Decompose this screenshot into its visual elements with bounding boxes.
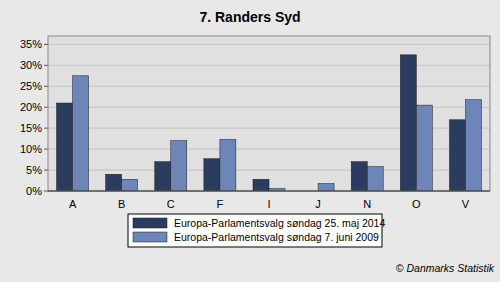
y-tick-label: 5% (26, 164, 42, 176)
tick-mark (44, 86, 48, 87)
source: © Danmarks Statistik (396, 262, 495, 274)
bars (57, 55, 482, 191)
y-tick-label: 25% (20, 80, 42, 92)
x-tick-label: I (267, 198, 270, 210)
bar (220, 139, 236, 191)
bar (400, 55, 416, 191)
tick-mark (44, 149, 48, 150)
bar (57, 103, 73, 191)
tick-mark (44, 170, 48, 171)
tick-mark (44, 107, 48, 108)
grid-line (48, 44, 490, 45)
x-axis (48, 191, 490, 192)
bar (351, 162, 367, 191)
x-tick-label: F (217, 198, 224, 210)
bar (106, 174, 122, 191)
title: 7. Randers Syd (199, 9, 300, 25)
bar (465, 100, 481, 191)
tick-mark (44, 191, 48, 192)
tick-mark (44, 65, 48, 66)
tick-mark (44, 128, 48, 129)
y-tick-label: 0% (26, 185, 42, 197)
bar (171, 141, 187, 191)
legend-label: Europa-Parlamentsvalg søndag 25. maj 201… (174, 217, 385, 229)
bar (367, 167, 383, 191)
bar (204, 159, 220, 191)
x-tick-label: C (167, 198, 175, 210)
y-tick-label: 20% (20, 101, 42, 113)
bar (318, 183, 334, 191)
plot-frame (48, 36, 490, 191)
x-tick-label: N (363, 198, 371, 210)
y-tick-label: 30% (20, 59, 42, 71)
grid-line (48, 191, 490, 192)
y-tick-label: 10% (20, 143, 42, 155)
y-tick-label: 35% (20, 38, 42, 50)
bar (155, 162, 171, 191)
grid-line (48, 65, 490, 66)
plot-area (48, 36, 490, 191)
x-tick-label: V (462, 198, 470, 210)
bar (416, 105, 432, 191)
legend-swatch (133, 232, 167, 242)
legend-label: Europa-Parlamentsvalg søndag 7. juni 200… (174, 231, 379, 243)
x-tick-label: B (118, 198, 125, 210)
legend-swatch (133, 218, 167, 228)
x-tick-label: A (69, 198, 77, 210)
bar (122, 179, 138, 191)
x-tick-label: J (315, 198, 321, 210)
grid-line (48, 86, 490, 87)
bar (73, 76, 89, 191)
bar (449, 120, 465, 191)
bar (253, 179, 269, 191)
x-tick-label: O (412, 198, 421, 210)
y-tick-label: 15% (20, 122, 42, 134)
tick-mark (44, 44, 48, 45)
chart: 7. Randers Syd 0% 5% 10% 15% 20% 25% 30% 35% A B C F… (0, 0, 500, 282)
